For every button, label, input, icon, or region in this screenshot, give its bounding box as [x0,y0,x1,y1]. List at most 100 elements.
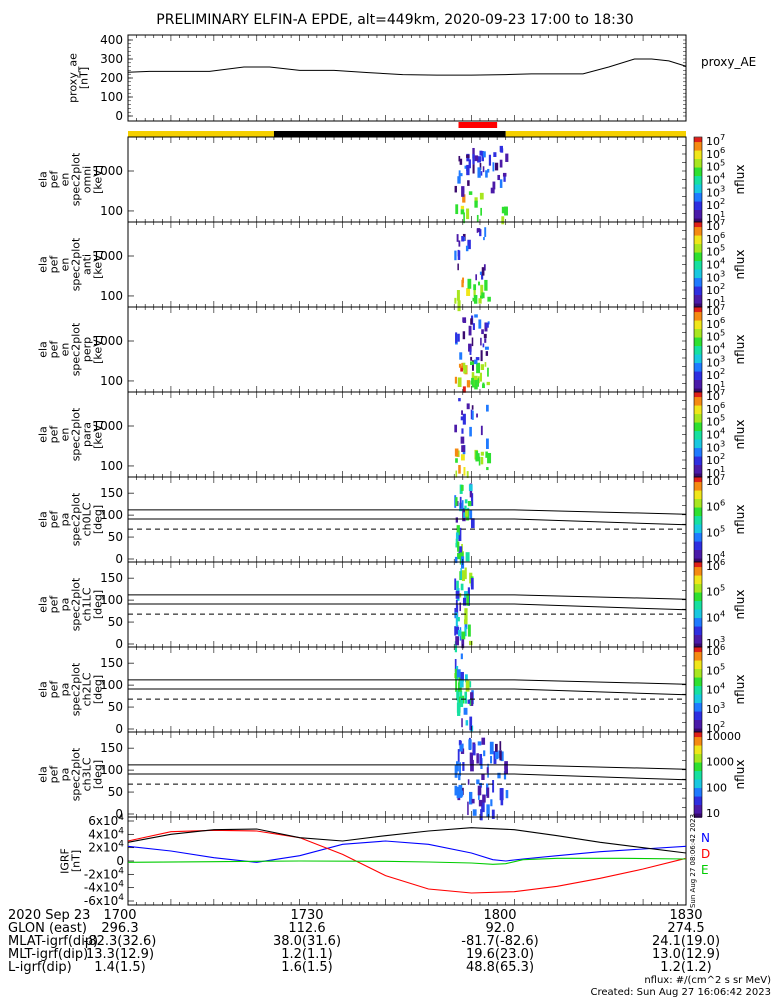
colorbar-cell [694,190,702,194]
spectrogram-4-pixel [471,410,474,420]
colorbar-cell [694,674,702,678]
colorbar-cell [694,275,702,279]
spectrogram-6-y-tick-label: 150 [100,571,123,585]
colorbar-cell [694,247,702,251]
colorbar-cell [694,742,702,746]
colorbar-cell [694,609,702,612]
colorbar-cell [694,498,702,502]
colorbar-cell [694,483,702,487]
spectrogram-2-pixel [477,228,481,233]
spectrogram-8-pixel [479,782,483,788]
colorbar-cell [694,156,702,160]
colorbar-cell [694,245,702,249]
colorbar-cell [694,179,702,183]
colorbar-cell [694,262,702,266]
colorbar-cell [694,545,702,548]
spectrogram-3-pixel [459,352,463,360]
colorbar-cell [694,528,702,531]
spectrogram-1-pixel [459,158,463,165]
spectrogram-6-pixel [460,583,464,591]
spectrogram-8-pixel [478,799,483,807]
colorbar-8-tick-label: 1000 [706,756,734,769]
spectrogram-6-pixel [457,629,462,637]
spectrogram-3-pixel [482,343,485,348]
spectrogram-5-pixel [464,499,468,504]
spectrogram-1-pixel [481,151,484,162]
spectrogram-2-pixel [487,296,491,302]
spectrogram-5-pixel [469,509,473,520]
colorbar-cell [694,441,702,444]
colorbar-cell [694,638,702,642]
spectrogram-2-pixel [479,271,484,275]
colorbar-cell [694,283,702,287]
colorbar-cell [694,184,702,187]
spectrogram-5-pixel [467,500,472,507]
spectrogram-6-pixel [459,602,462,612]
ephemeris-value: 48.8(65.3) [465,960,535,975]
colorbar-cell [694,774,702,778]
colorbar-cell [694,681,702,684]
spectrogram-7-y-tick-label: 50 [108,700,123,714]
colorbar-cell [694,721,702,725]
spectrogram-6-pixel [460,568,462,580]
colorbar-cell [694,621,702,625]
spectrogram-3-pixel [485,351,489,356]
colorbar-cell [694,647,702,650]
spectrogram-5-y-tick-label: 100 [100,508,123,522]
colorbar-4-tick-label: 101 [706,464,725,480]
spectrogram-6-pixel [464,627,467,637]
colorbar-5-tick-label: 105 [706,523,725,539]
spectrogram-4-pixel [471,405,474,410]
colorbar-cell [694,679,702,682]
ephemeris-value: 38.0(31.6) [272,934,342,949]
ephemeris-value: 1730 [290,908,324,923]
colorbar-cell [694,354,702,357]
colorbar-2-tick-label: 101 [706,294,725,310]
colorbar-5-title: nflux [733,505,747,535]
spectrogram-4-pixel [486,467,489,471]
spectrogram-7-pixel [464,691,468,704]
spectrogram-8-pixel [471,798,475,804]
spectrogram-8-pixel [505,790,509,799]
colorbar-cell [694,260,702,264]
spectrogram-2-pixel [472,297,476,302]
spectrogram-7-y-tick-label: 0 [115,722,123,736]
colorbar-cell [694,532,702,536]
colorbar-6-tick-label: 103 [706,634,725,650]
spectrogram-1-pixel [501,206,505,214]
y-axis-label-line: spec2plot [70,152,83,206]
colorbar-cell [694,313,702,317]
colorbar-cell [694,787,702,791]
spectrogram-3-pixel [478,319,482,329]
colorbar-1-title: nflux [733,165,747,195]
colorbar-cell [694,796,702,799]
spectrogram-8-pixel [457,749,460,763]
spectrogram-7-losscone-line [128,679,687,685]
spectrogram-8-pixel [481,799,485,813]
colorbar-cell [694,804,702,808]
colorbar-cell [694,651,702,655]
colorbar-cell [694,715,702,718]
colorbar-cell [694,232,702,236]
y-axis-label-line: proxy_ae [67,53,80,103]
y-axis-label-line: spec2plot [70,577,83,631]
colorbar-cell [694,171,702,174]
spectrogram-7-pixel [460,671,464,680]
colorbar-cell [694,164,702,168]
spectrogram-1-pixel [463,212,465,224]
spectrogram-2-pixel [456,234,459,242]
colorbar-cell [694,585,702,589]
colorbar-cell [694,458,702,461]
colorbar-1-tick-label: 101 [706,209,725,225]
colorbar-cell [694,398,702,402]
colorbar-cell [694,194,702,198]
spectrogram-8-y-tick-label: 150 [100,741,123,755]
spectrogram-2-pixel [461,279,464,288]
spectrogram-5-pixel [458,546,463,554]
spectrogram-3-pixel [486,381,490,386]
colorbar-cell [694,691,702,695]
spectrogram-3-pixel [470,361,474,366]
spectrogram-1-pixel [466,208,470,220]
spectrogram-2-pixel [456,290,460,301]
y-axis-label-line: spec2plot [70,492,83,546]
